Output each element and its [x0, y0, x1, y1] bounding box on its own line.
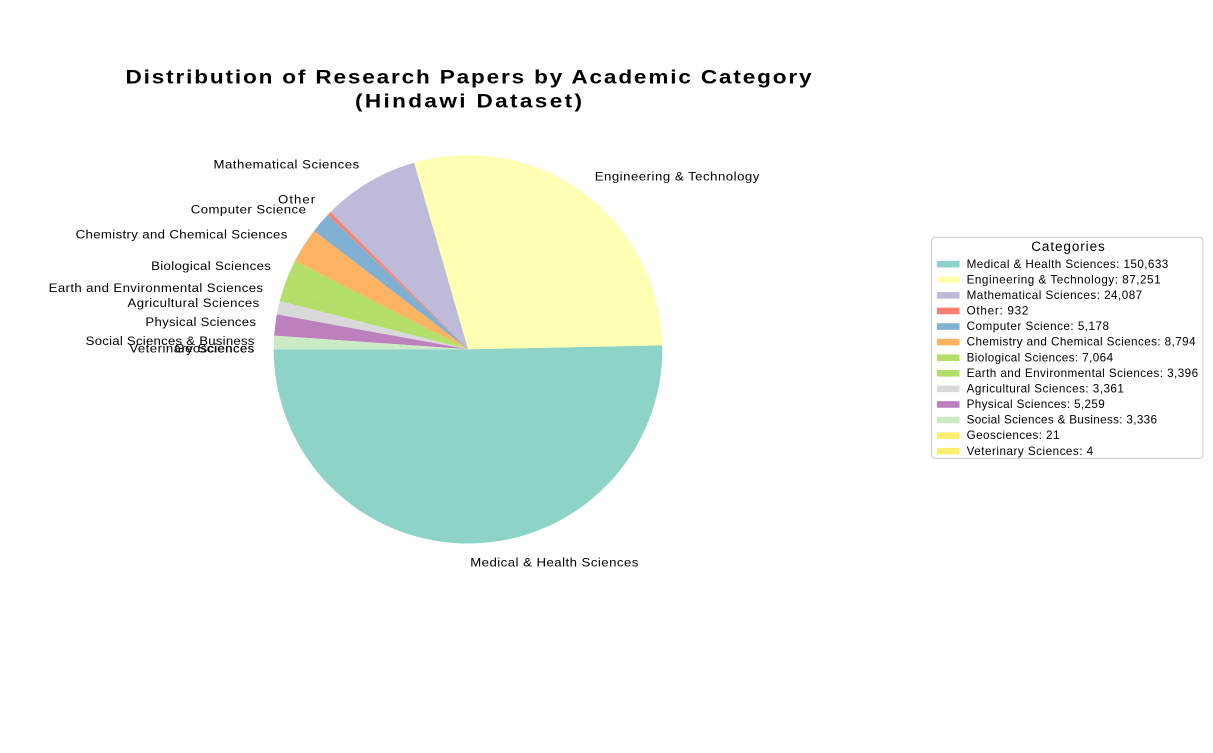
svg-text:Other: 932: Other: 932	[967, 305, 1029, 318]
svg-text:Veterinary Sciences: 4: Veterinary Sciences: 4	[967, 445, 1094, 458]
svg-text:(Hindawi Dataset): (Hindawi Dataset)	[355, 91, 582, 112]
svg-text:Earth and Environmental Scienc: Earth and Environmental Sciences: 3,396	[967, 367, 1199, 380]
svg-text:Chemistry and Chemical Science: Chemistry and Chemical Sciences	[76, 228, 288, 241]
svg-text:Engineering & Technology: Engineering & Technology	[595, 170, 760, 183]
svg-text:Medical & Health Sciences: 150: Medical & Health Sciences: 150,633	[967, 258, 1169, 271]
svg-text:Biological Sciences: Biological Sciences	[151, 260, 271, 273]
svg-text:Physical Sciences: Physical Sciences	[145, 315, 256, 328]
svg-text:Social Sciences & Business: 3,: Social Sciences & Business: 3,336	[967, 414, 1157, 427]
svg-text:Geosciences: Geosciences	[175, 342, 255, 355]
svg-text:Earth and Environmental Scienc: Earth and Environmental Sciences	[49, 282, 263, 295]
svg-text:Veterinary Sciences: Veterinary Sciences	[129, 342, 254, 355]
svg-text:Mathematical Sciences: Mathematical Sciences	[213, 158, 359, 171]
svg-text:Categories: Categories	[1031, 239, 1105, 254]
svg-text:Agricultural Sciences: 3,361: Agricultural Sciences: 3,361	[967, 382, 1124, 395]
svg-text:Social Sciences & Business: Social Sciences & Business	[86, 335, 255, 348]
svg-text:Biological Sciences: 7,064: Biological Sciences: 7,064	[967, 351, 1114, 364]
svg-text:Chemistry and Chemical Science: Chemistry and Chemical Sciences: 8,794	[967, 336, 1196, 349]
svg-text:Geosciences: 21: Geosciences: 21	[967, 429, 1060, 442]
svg-text:Computer Science: 5,178: Computer Science: 5,178	[967, 320, 1109, 333]
svg-text:Engineering & Technology: 87,2: Engineering & Technology: 87,251	[967, 273, 1161, 286]
svg-text:Mathematical Sciences: 24,087: Mathematical Sciences: 24,087	[967, 289, 1143, 302]
svg-text:Physical Sciences: 5,259: Physical Sciences: 5,259	[967, 398, 1105, 411]
svg-text:Other: Other	[278, 193, 315, 206]
svg-text:Medical & Health Sciences: Medical & Health Sciences	[470, 556, 638, 569]
svg-text:Distribution of Research Paper: Distribution of Research Papers by Acade…	[126, 67, 812, 88]
svg-text:Agricultural Sciences: Agricultural Sciences	[127, 296, 259, 309]
svg-text:Computer Science: Computer Science	[191, 203, 306, 216]
